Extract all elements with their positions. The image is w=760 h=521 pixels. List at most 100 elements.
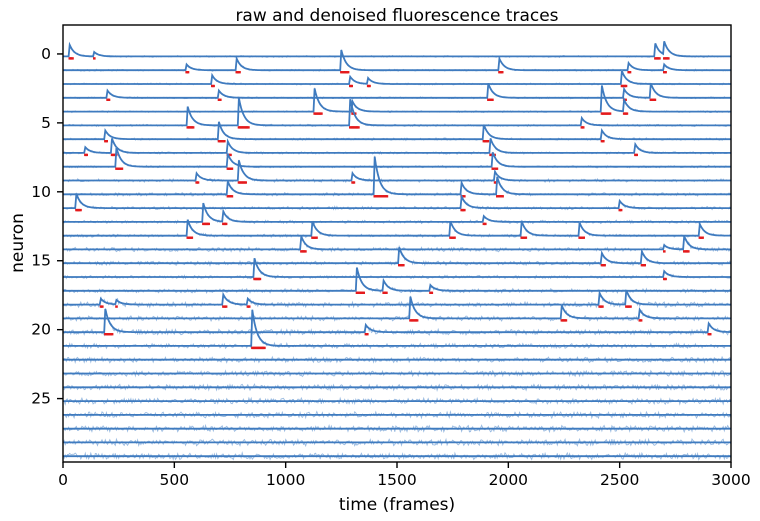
denoised-trace <box>63 267 731 292</box>
spike-marker <box>639 319 643 322</box>
spike-marker <box>649 98 653 101</box>
denoised-trace <box>63 309 731 347</box>
neuron-trace-5 <box>62 97 732 129</box>
neuron-trace-29 <box>62 451 732 461</box>
spike-marker <box>317 112 320 115</box>
spike-marker <box>643 264 646 267</box>
neuron-trace-24 <box>62 383 732 392</box>
spike-marker <box>263 346 266 350</box>
spike-marker <box>253 346 257 350</box>
spike-marker <box>362 291 365 294</box>
spike-marker <box>491 167 495 170</box>
neuron-trace-7 <box>62 137 732 157</box>
spike-marker <box>84 153 87 157</box>
spike-marker <box>116 167 120 170</box>
spike-marker <box>238 71 241 74</box>
spike-marker <box>373 195 377 198</box>
spike-marker <box>212 84 215 88</box>
spike-marker <box>485 140 488 143</box>
spike-marker <box>224 305 228 308</box>
spike-marker <box>349 126 352 129</box>
denoised-trace <box>63 235 731 251</box>
spike-marker <box>344 71 347 74</box>
spike-marker <box>247 305 251 308</box>
spike-marker <box>497 195 500 198</box>
denoised-trace <box>63 138 731 154</box>
spike-marker <box>69 57 73 60</box>
spike-marker <box>104 333 107 336</box>
spike-marker <box>415 319 419 322</box>
spike-marker <box>318 112 322 115</box>
spike-marker <box>484 222 487 226</box>
y-tick-label: 25 <box>31 390 51 408</box>
spike-marker <box>220 140 223 143</box>
denoised-trace <box>63 82 731 99</box>
spike-marker <box>398 264 401 267</box>
spike-marker <box>247 126 250 129</box>
spike-marker <box>664 277 667 281</box>
spike-marker <box>224 222 228 226</box>
spike-marker <box>491 98 494 101</box>
denoised-trace <box>63 70 731 85</box>
neuron-trace-3 <box>62 82 732 101</box>
denoised-trace <box>63 308 732 334</box>
spike-marker <box>642 264 645 267</box>
x-tick-label: 0 <box>58 471 68 489</box>
spike-marker <box>101 305 104 308</box>
spike-marker <box>239 126 242 129</box>
spike-marker <box>353 112 357 115</box>
spike-marker <box>501 195 504 198</box>
x-axis: 0 500 1000 1500 2000 2500 3000 <box>58 462 751 489</box>
spike-marker <box>381 195 385 198</box>
spike-marker <box>349 84 352 88</box>
denoised-trace <box>63 247 731 265</box>
spike-marker <box>314 112 318 115</box>
spike-marker <box>79 208 82 212</box>
trace-area <box>62 40 732 461</box>
spike-marker <box>402 264 405 267</box>
raw-trace <box>62 308 732 337</box>
spike-marker <box>489 98 493 101</box>
spike-marker <box>622 84 625 88</box>
spike-marker <box>628 71 632 74</box>
spike-marker <box>495 167 499 170</box>
spike-marker <box>312 236 316 239</box>
spike-marker <box>601 305 604 308</box>
x-tick-label: 500 <box>160 471 190 489</box>
spike-marker <box>385 291 388 294</box>
denoised-trace <box>63 202 731 223</box>
spike-marker <box>482 140 486 143</box>
spike-marker <box>187 126 191 129</box>
spike-marker <box>579 236 583 239</box>
spike-marker <box>105 333 108 336</box>
raw-trace <box>62 155 732 198</box>
spike-marker <box>260 346 263 350</box>
spike-marker <box>186 71 190 74</box>
spike-marker <box>219 98 222 101</box>
spike-marker <box>304 250 307 253</box>
spike-marker <box>104 140 107 143</box>
denoised-trace <box>63 160 731 182</box>
spike-marker <box>229 195 232 198</box>
spike-marker <box>230 167 234 170</box>
neuron-trace-19 <box>62 295 732 322</box>
spike-marker <box>196 181 200 184</box>
spike-marker <box>230 195 234 198</box>
spike-marker <box>493 181 497 184</box>
spike-marker <box>463 208 466 212</box>
raw-trace <box>62 41 732 59</box>
neuron-trace-22 <box>62 355 732 365</box>
spike-marker <box>106 98 109 101</box>
spike-marker <box>320 112 323 115</box>
spike-marker <box>687 250 690 253</box>
spike-marker <box>560 319 564 322</box>
spike-marker <box>351 112 354 115</box>
raw-trace <box>62 159 732 184</box>
spike-marker <box>119 167 122 170</box>
y-tick-label: 20 <box>31 321 51 339</box>
spike-marker <box>624 84 628 88</box>
spike-marker <box>708 333 712 336</box>
spike-marker <box>640 264 644 267</box>
spike-marker <box>622 112 626 115</box>
spike-marker <box>254 277 258 281</box>
